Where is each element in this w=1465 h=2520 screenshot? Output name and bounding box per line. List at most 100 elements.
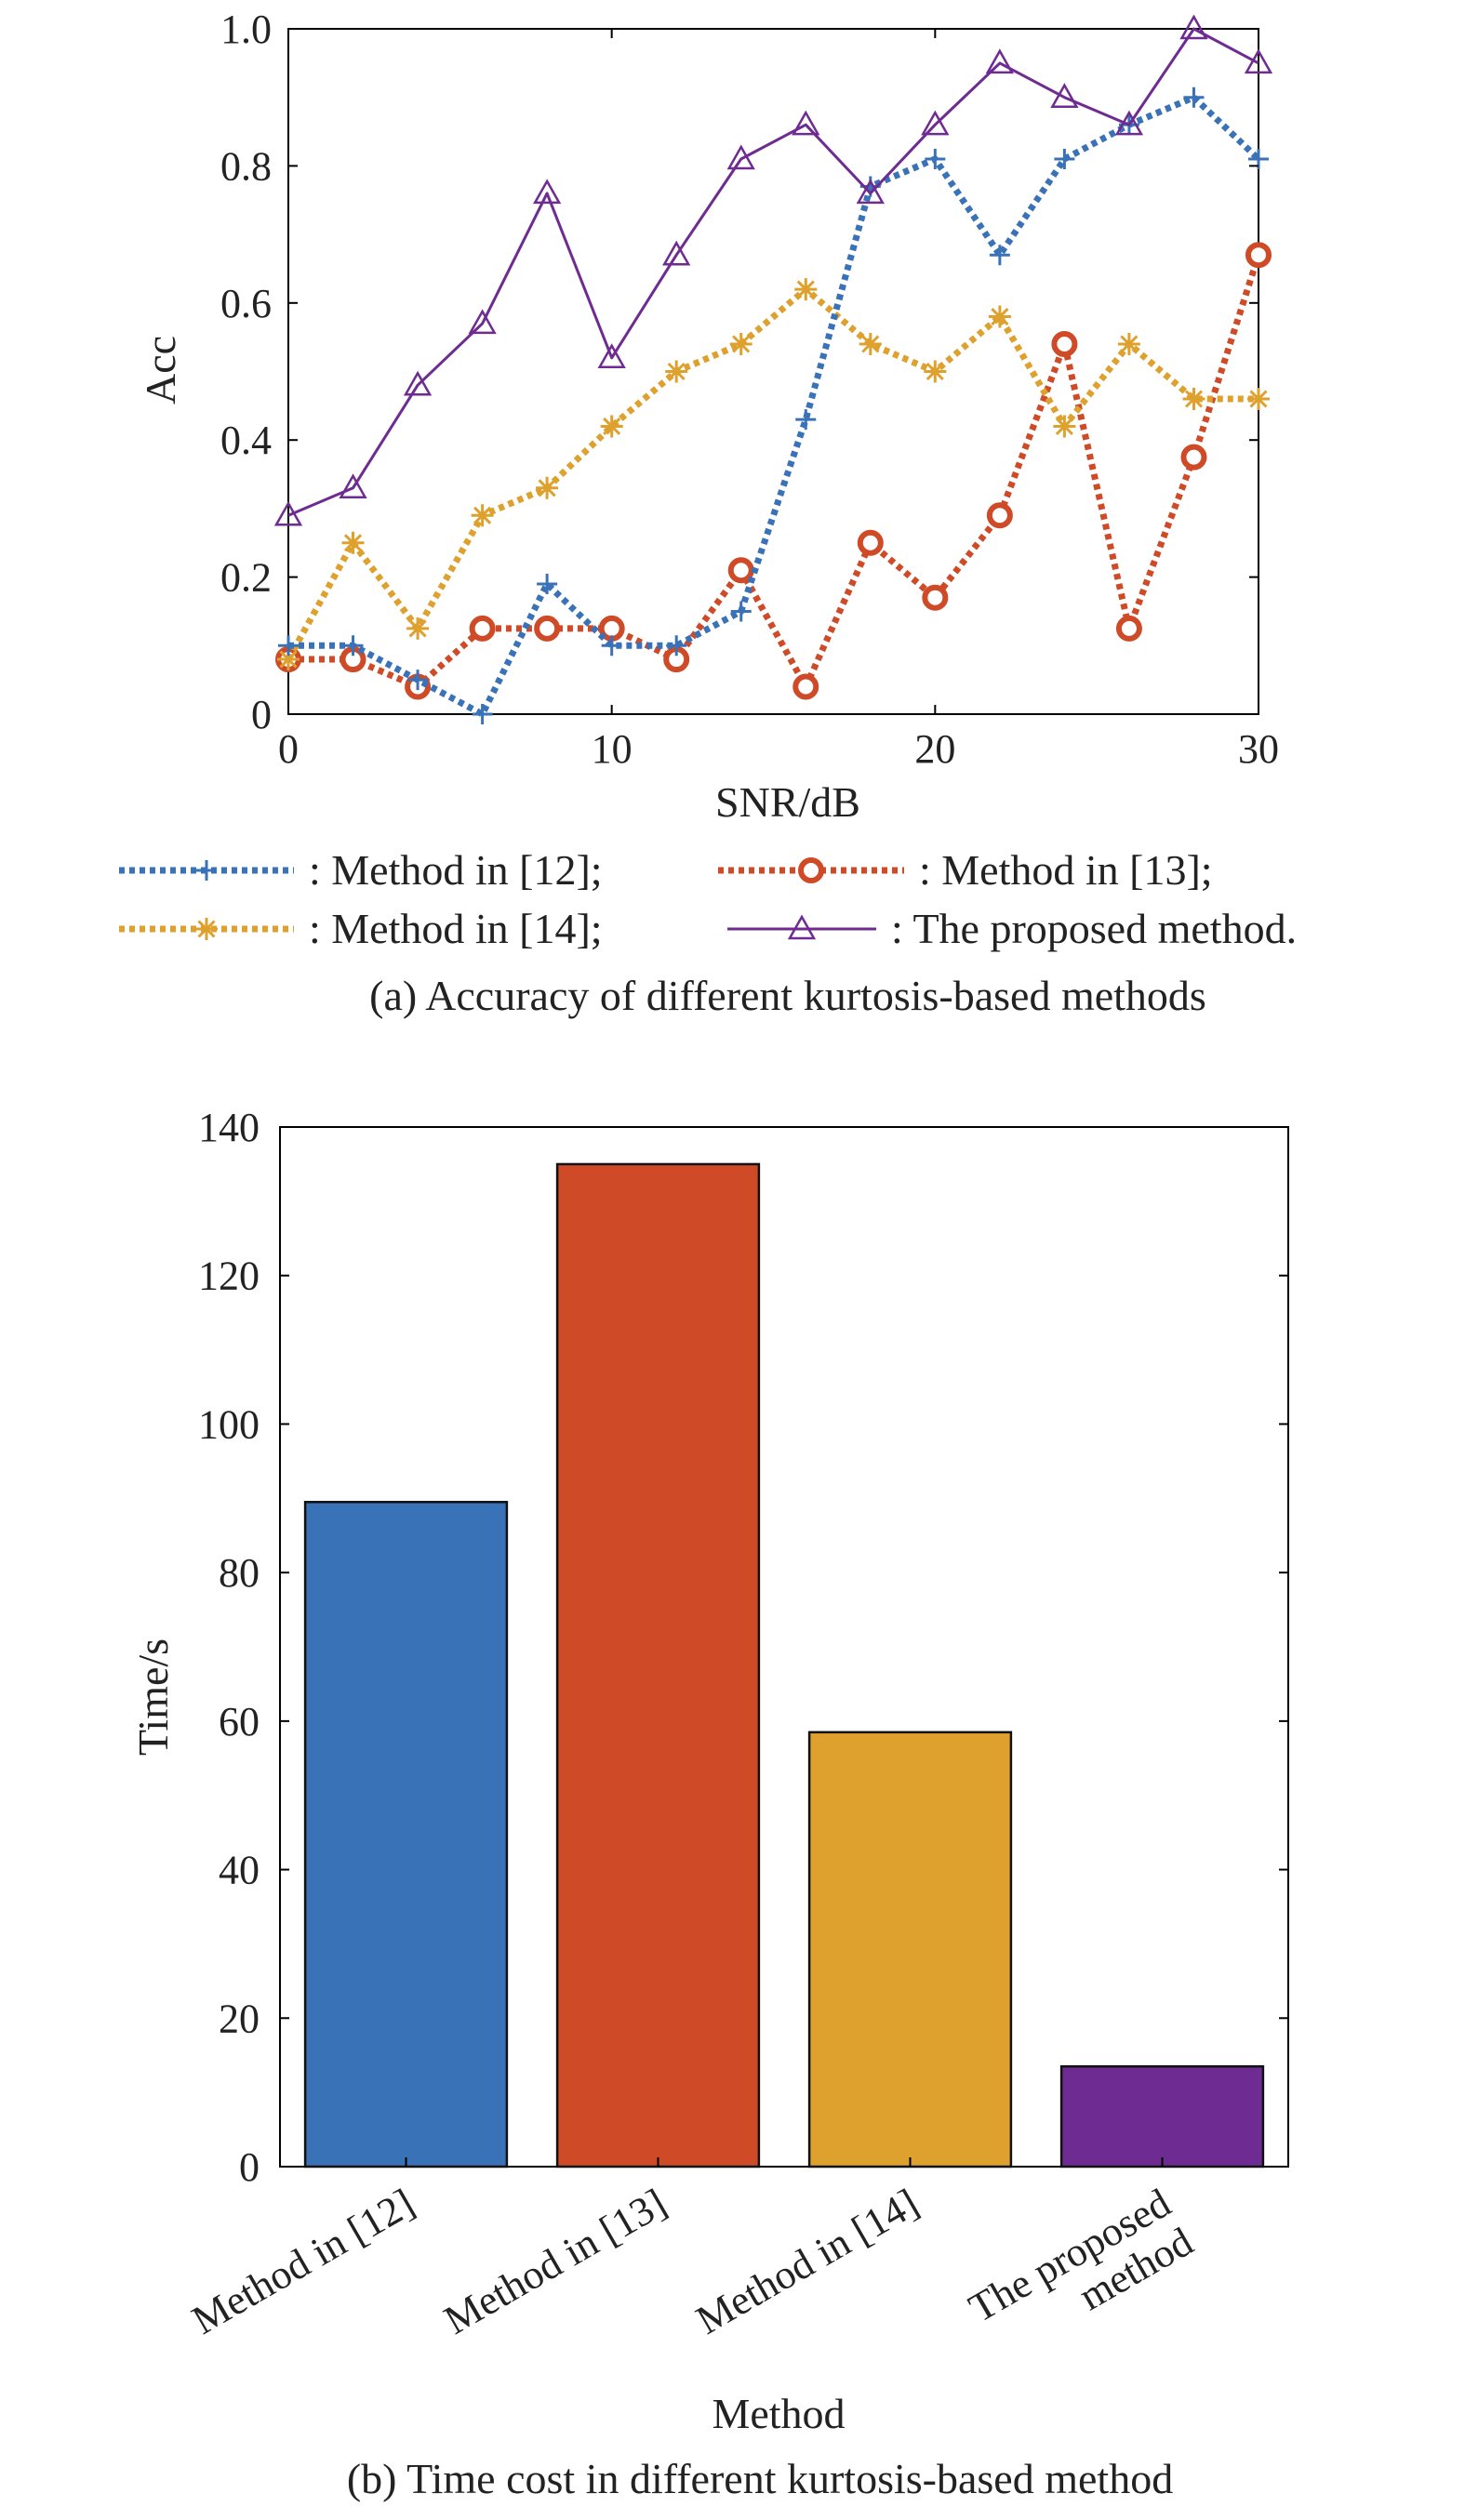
accuracy-data-point [1054,149,1075,170]
accuracy-y-tick-label: 1.0 [220,7,272,52]
accuracy-y-tick-label: 0.8 [220,143,272,189]
accuracy-data-point [1182,388,1205,410]
time-cost-x-tick-line: Method in [13] [436,2180,673,2343]
accuracy-y-tick-label: 0.2 [220,555,272,601]
accuracy-series-line [287,27,1259,517]
accuracy-series-4 [273,14,1273,526]
accuracy-data-point [988,305,1011,328]
time-cost-y-tick-label: 120 [198,1253,260,1299]
accuracy-y-tick-label: 0 [251,692,272,737]
accuracy-data-point [1117,333,1140,355]
accuracy-data-point [726,144,755,170]
accuracy-x-ticks: 0 10 20 30 [278,29,1279,772]
accuracy-data-point [729,333,752,355]
accuracy-legend-entry: : Method in [13]; [718,846,1213,894]
accuracy-legend-entry: : Method in [12]; [119,846,603,894]
accuracy-data-point [471,504,494,527]
accuracy-x-tick-label: 20 [914,726,955,772]
accuracy-data-point [662,240,691,266]
accuracy-data-point [1179,14,1208,40]
accuracy-data-point [406,617,430,640]
time-cost-x-ticks: Method in [12] Method in [13] Method in [1… [184,2157,1201,2369]
accuracy-plot-area [287,28,1259,715]
time-cost-x-tick-label: Method in [12] [184,2180,421,2343]
accuracy-data-point [342,635,364,657]
time-cost-y-ticks: 0 20 40 60 80 100 120 140 [198,1105,1288,2190]
time-cost-y-tick-label: 140 [198,1105,260,1150]
time-cost-bar [1059,2064,1265,2169]
accuracy-data-point [1050,83,1079,108]
accuracy-data-point [666,635,687,657]
accuracy-data-point [407,670,429,691]
accuracy-data-point [1245,242,1272,269]
time-cost-bar [807,1731,1013,2169]
accuracy-data-point [1051,331,1078,358]
accuracy-data-point [536,476,559,499]
time-cost-y-tick-label: 40 [219,1848,260,1893]
accuracy-data-point [537,573,558,594]
accuracy-data-point [273,500,303,526]
accuracy-data-point [794,278,818,301]
accuracy-data-point [665,360,688,383]
time-cost-y-tick-label: 0 [239,2144,260,2190]
accuracy-legend-label: : Method in [12]; [309,846,603,894]
accuracy-legend-entry: : The proposed method. [727,905,1297,952]
accuracy-series-line [288,254,1262,690]
accuracy-data-point [921,110,950,136]
time-cost-x-tick-label: The proposedmethod [962,2180,1201,2369]
accuracy-data-point [727,557,754,584]
accuracy-data-point [795,409,817,431]
accuracy-data-point [403,370,433,396]
accuracy-data-point [924,360,947,383]
accuracy-data-point [339,473,367,499]
accuracy-series-group [273,14,1273,724]
accuracy-data-point [985,48,1015,74]
accuracy-axes-frame [287,28,1259,715]
accuracy-data-point [859,333,882,355]
accuracy-data-point [986,502,1013,529]
accuracy-data-point [277,648,300,670]
time-cost-x-axis-label: Method [712,2390,845,2437]
accuracy-series-line [285,285,1259,661]
time-cost-x-tick-label: Method in [14] [688,2180,926,2343]
accuracy-data-point [472,704,493,724]
accuracy-data-point [1183,86,1205,108]
accuracy-caption: (a) Accuracy of different kurtosis-based… [369,972,1206,1019]
accuracy-series-2 [275,242,1272,700]
accuracy-data-point [1180,444,1207,471]
accuracy-y-axis-label: Acc [137,336,184,405]
time-cost-plot-area [279,1126,1289,2168]
time-cost-caption: (b) Time cost in different kurtosis-base… [347,2455,1173,2502]
accuracy-x-axis-label: SNR/dB [715,778,860,826]
time-cost-x-tick-label: Method in [13] [436,2180,673,2343]
accuracy-data-point [1114,110,1144,136]
accuracy-x-tick-label: 10 [592,726,633,772]
accuracy-legend-marker [787,914,817,940]
accuracy-y-ticks: 0 0.2 0.4 0.6 0.8 1.0 [220,7,1259,737]
accuracy-data-point [1244,48,1273,74]
accuracy-y-tick-label: 0.6 [220,281,272,326]
accuracy-legend-marker [195,918,218,940]
accuracy-legend: : Method in [12]; : Method in [13]; : Meth… [119,846,1297,952]
accuracy-legend-entry: : Method in [14]; [119,905,603,952]
accuracy-legend-marker [196,860,217,881]
accuracy-data-point [1053,415,1076,438]
time-cost-bar [555,1162,761,2169]
accuracy-x-tick-label: 30 [1238,726,1279,772]
accuracy-data-point [341,531,365,554]
accuracy-series-3 [277,278,1270,670]
time-cost-y-tick-label: 80 [219,1550,260,1596]
time-cost-y-axis-label: Time/s [129,1638,177,1756]
accuracy-data-point [600,415,623,438]
accuracy-data-point [856,179,885,205]
accuracy-legend-label: : Method in [14]; [309,905,603,952]
time-cost-y-tick-label: 60 [219,1699,260,1744]
accuracy-legend-label: : Method in [13]; [919,846,1213,894]
time-cost-bars [303,1162,1265,2169]
accuracy-x-tick-label: 0 [278,726,299,772]
time-cost-y-tick-label: 20 [219,1996,260,2041]
time-cost-x-tick-line: Method in [12] [184,2180,421,2343]
time-cost-bar [303,1501,509,2169]
accuracy-data-point [532,179,562,205]
